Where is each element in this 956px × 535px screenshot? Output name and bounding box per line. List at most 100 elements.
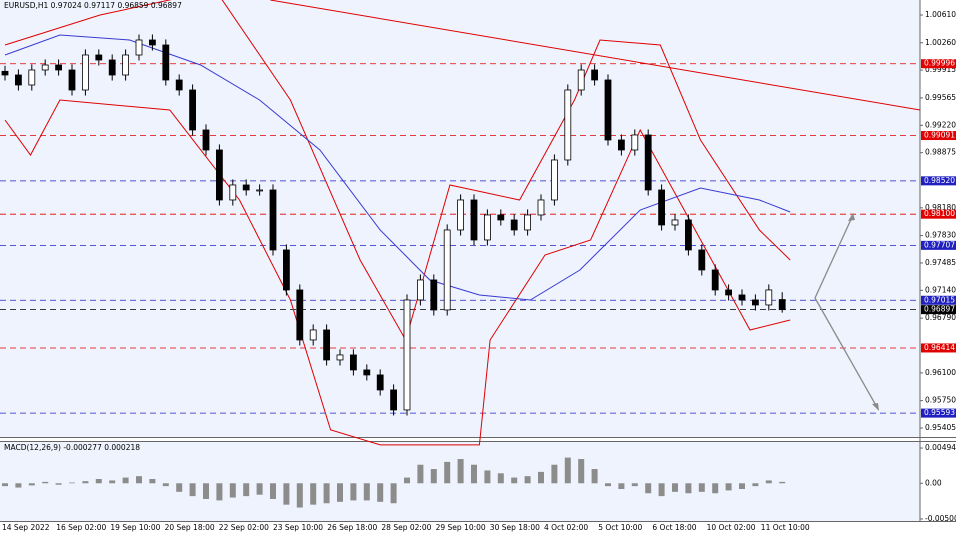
candle-body bbox=[14, 74, 22, 86]
macd-bar bbox=[377, 483, 384, 502]
candle-body bbox=[510, 219, 518, 231]
y-tick-label: 0.99915 bbox=[925, 65, 956, 74]
candle-body bbox=[698, 249, 706, 271]
candle-body bbox=[242, 184, 250, 191]
indicator-line bbox=[4, 0, 791, 342]
x-tick-label: 28 Sep 02:00 bbox=[381, 523, 431, 532]
macd-bar bbox=[149, 479, 156, 484]
candle-body bbox=[215, 149, 223, 201]
macd-bar bbox=[296, 483, 303, 508]
y-tick-label: 0.97830 bbox=[925, 231, 956, 240]
x-tick-label: 4 Oct 02:00 bbox=[544, 523, 588, 532]
macd-bar bbox=[283, 483, 290, 505]
candle-body bbox=[95, 54, 103, 61]
macd-tick-label: 0.00 bbox=[925, 478, 942, 487]
macd-bar bbox=[350, 483, 357, 501]
x-tick-label: 5 Oct 10:00 bbox=[598, 523, 642, 532]
x-tick-label: 19 Sep 10:00 bbox=[110, 523, 160, 532]
candle-body bbox=[644, 134, 652, 191]
level-label: 0.97015 bbox=[924, 295, 955, 304]
candle-body bbox=[282, 249, 290, 291]
macd-bar bbox=[631, 483, 638, 487]
candle-body bbox=[658, 189, 665, 226]
candle-body bbox=[725, 289, 732, 296]
candle-body bbox=[671, 219, 679, 226]
level-tag bbox=[921, 295, 956, 305]
candle-body bbox=[122, 54, 129, 76]
candle-body bbox=[752, 299, 759, 306]
macd-bar bbox=[685, 483, 692, 494]
candle-body bbox=[390, 389, 398, 411]
candle-body bbox=[577, 69, 585, 91]
macd-bar bbox=[538, 471, 544, 484]
candle-body bbox=[376, 374, 384, 391]
candle-body bbox=[82, 54, 89, 91]
macd-bar bbox=[390, 483, 397, 504]
candle-body bbox=[269, 189, 277, 251]
level-label: 0.96897 bbox=[924, 305, 955, 314]
candle-body bbox=[28, 69, 36, 86]
macd-bar bbox=[511, 477, 518, 484]
candle-body bbox=[189, 89, 197, 131]
macd-bar bbox=[15, 483, 22, 488]
candle-body bbox=[631, 134, 639, 151]
macd-bar bbox=[605, 483, 611, 487]
y-tick-label: 1.00610 bbox=[925, 10, 956, 19]
level-label: 0.98100 bbox=[924, 209, 955, 218]
macd-bar bbox=[122, 477, 129, 484]
macd-bar bbox=[578, 459, 585, 484]
macd-bar bbox=[310, 483, 317, 505]
candle-body bbox=[349, 354, 357, 371]
candle-body bbox=[229, 184, 237, 201]
y-tick-label: 1.00260 bbox=[925, 38, 956, 47]
projection-arrow bbox=[814, 297, 879, 410]
x-tick-label: 26 Sep 18:00 bbox=[327, 523, 377, 532]
level-label: 0.98520 bbox=[924, 176, 955, 185]
macd-bar bbox=[712, 483, 719, 494]
candle-body bbox=[162, 44, 170, 81]
macd-bar bbox=[42, 481, 49, 484]
candle-body bbox=[323, 329, 331, 361]
candle-body bbox=[1, 70, 9, 76]
candle-body bbox=[524, 214, 531, 231]
candle-body bbox=[202, 129, 210, 151]
x-tick-label: 20 Sep 18:00 bbox=[165, 523, 215, 532]
macd-bar bbox=[203, 483, 209, 499]
candle-body bbox=[551, 159, 558, 201]
macd-bar bbox=[176, 483, 183, 492]
level-tag bbox=[921, 408, 956, 418]
y-tick-label: 0.95750 bbox=[925, 396, 956, 405]
candle-body bbox=[41, 64, 49, 71]
level-label: 0.97707 bbox=[924, 240, 955, 249]
level-tag bbox=[921, 131, 956, 141]
indicator-line bbox=[4, 99, 791, 446]
macd-bar bbox=[189, 483, 196, 497]
level-tag bbox=[921, 176, 956, 186]
macd-bar bbox=[28, 483, 35, 486]
candle-body bbox=[470, 199, 478, 241]
macd-bar bbox=[444, 461, 451, 484]
candle-body bbox=[256, 189, 264, 192]
macd-bar bbox=[337, 483, 343, 502]
y-tick-label: 0.97485 bbox=[925, 258, 956, 267]
candle-body bbox=[430, 279, 438, 311]
level-tag bbox=[921, 59, 956, 69]
candle-body bbox=[591, 69, 598, 81]
macd-bar bbox=[779, 481, 786, 484]
macd-bar bbox=[484, 470, 491, 484]
macd-bar bbox=[109, 480, 116, 484]
candle-body bbox=[296, 289, 304, 341]
macd-bar bbox=[457, 459, 464, 484]
macd-bar bbox=[765, 480, 772, 484]
candle-body bbox=[711, 269, 719, 291]
level-label: 0.96414 bbox=[924, 343, 955, 352]
level-label: 0.95593 bbox=[924, 408, 955, 417]
indicator-line bbox=[270, 0, 921, 111]
macd-bar bbox=[243, 483, 250, 497]
macd-bar bbox=[564, 457, 571, 484]
candle-body bbox=[309, 329, 317, 341]
macd-bar bbox=[216, 483, 223, 501]
x-tick-label: 6 Oct 18:00 bbox=[652, 523, 696, 532]
macd-bar bbox=[270, 483, 276, 499]
